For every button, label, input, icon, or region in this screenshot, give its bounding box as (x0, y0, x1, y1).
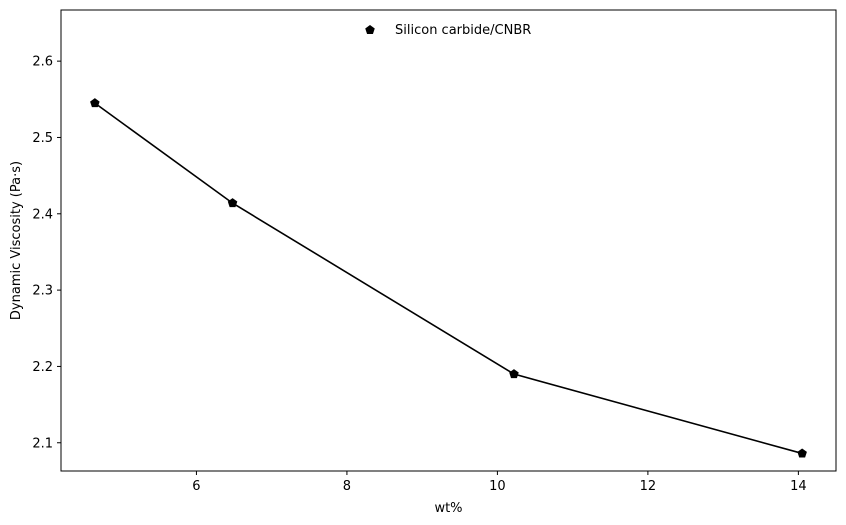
series-line (94, 102, 803, 455)
y-axis-label: Dynamic Viscosity (Pa·s) (9, 161, 24, 320)
series-layer (90, 98, 807, 458)
y-tick-label: 2.2 (32, 360, 53, 375)
y-axis-ticks: 2.1 2.2 2.3 2.4 2.5 2.6 (32, 55, 61, 451)
y-tick-label: 2.1 (32, 436, 53, 451)
legend-marker-icon (365, 25, 375, 35)
x-tick-label: 8 (343, 479, 351, 494)
legend-label: Silicon carbide/CNBR (395, 23, 531, 38)
data-point-marker (509, 369, 519, 379)
x-tick-label: 14 (790, 479, 807, 494)
x-axis-ticks: 6 8 10 12 14 (192, 471, 807, 494)
data-point-marker (797, 448, 807, 458)
x-tick-label: 6 (192, 479, 200, 494)
y-tick-label: 2.4 (32, 207, 53, 222)
y-tick-label: 2.3 (32, 284, 53, 299)
x-tick-label: 12 (640, 479, 657, 494)
x-tick-label: 10 (489, 479, 506, 494)
y-tick-label: 2.5 (32, 131, 53, 146)
plot-area-frame (60, 9, 837, 472)
x-axis-label: wt% (434, 501, 462, 516)
data-point-marker (227, 198, 238, 208)
y-tick-label: 2.6 (32, 55, 53, 70)
data-point-marker (90, 98, 100, 108)
legend: Silicon carbide/CNBR (365, 23, 531, 38)
